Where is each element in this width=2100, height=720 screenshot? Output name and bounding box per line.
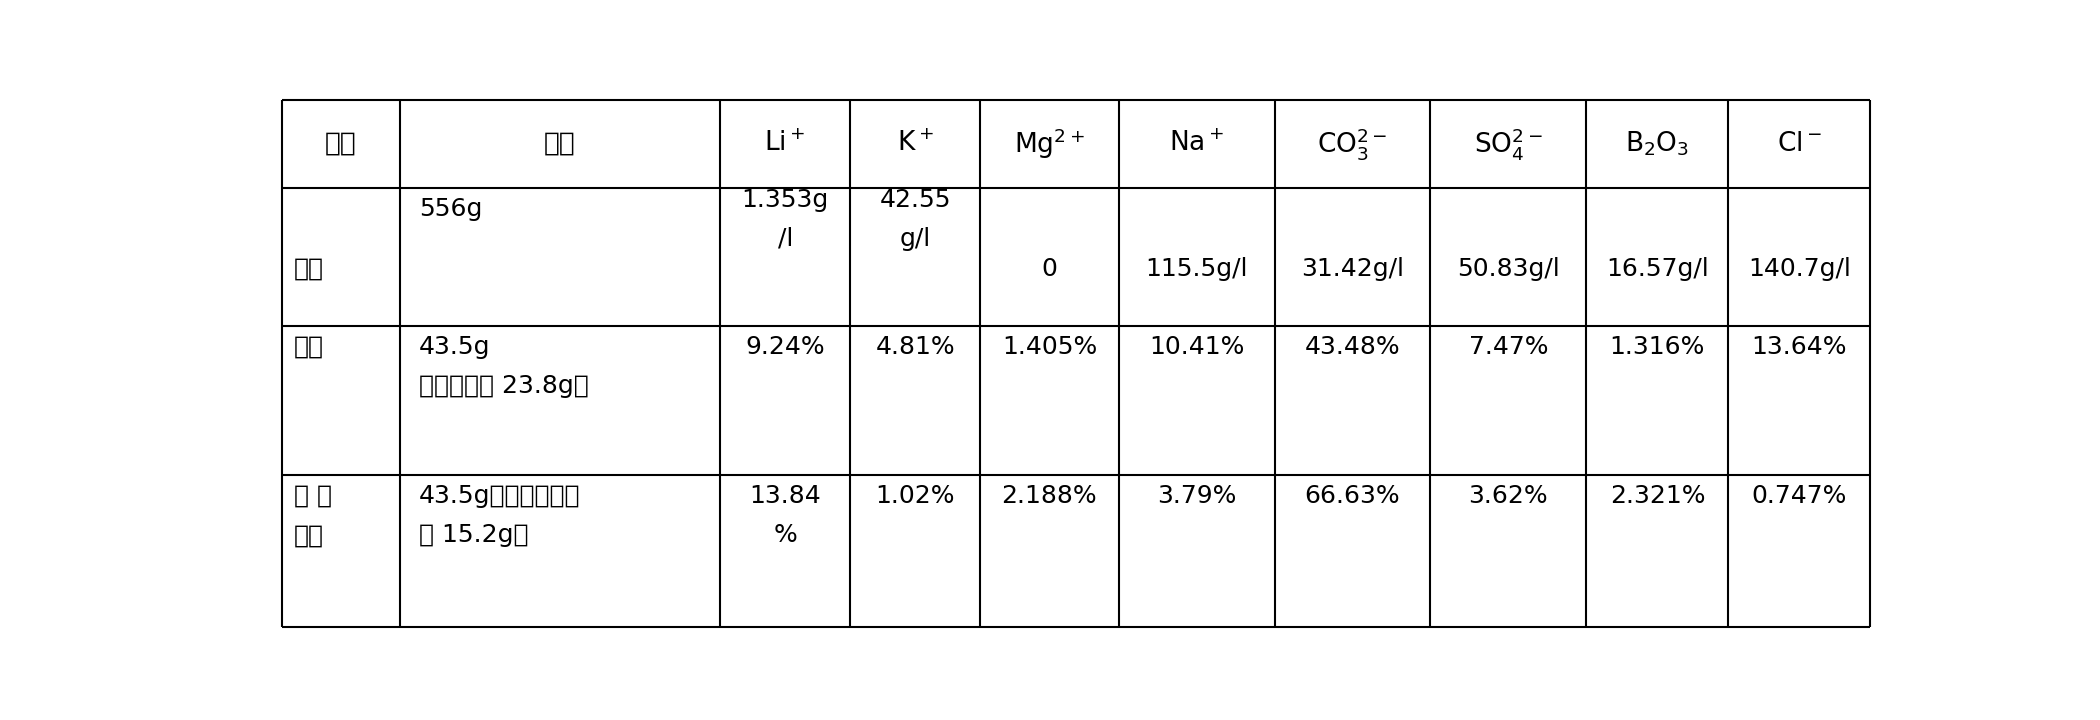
- Text: 1.316%: 1.316%: [1611, 335, 1705, 359]
- Text: 31.42g/l: 31.42g/l: [1302, 256, 1405, 281]
- Text: 13.64%: 13.64%: [1751, 335, 1848, 359]
- Text: 项目: 项目: [326, 131, 357, 157]
- Text: 556g: 556g: [420, 197, 483, 221]
- Text: 115.5g/l: 115.5g/l: [1144, 256, 1247, 281]
- Text: 43.5g（浆洗干燥后
为 15.2g）: 43.5g（浆洗干燥后 为 15.2g）: [420, 484, 580, 547]
- Text: 13.84
%: 13.84 %: [750, 484, 821, 547]
- Text: 固 相
洗涤: 固 相 洗涤: [294, 484, 332, 547]
- Text: 固相: 固相: [294, 335, 323, 359]
- Text: Li$^+$: Li$^+$: [764, 131, 806, 157]
- Text: 43.5g
（干燥后为 23.8g）: 43.5g （干燥后为 23.8g）: [420, 335, 588, 397]
- Text: 4.81%: 4.81%: [876, 335, 956, 359]
- Text: 7.47%: 7.47%: [1468, 335, 1548, 359]
- Text: K$^+$: K$^+$: [897, 131, 934, 157]
- Text: 1.405%: 1.405%: [1002, 335, 1096, 359]
- Text: 50.83g/l: 50.83g/l: [1457, 256, 1560, 281]
- Text: 3.62%: 3.62%: [1468, 484, 1548, 508]
- Text: CO$_3^{2-}$: CO$_3^{2-}$: [1317, 126, 1388, 162]
- Text: 1.353g
/l: 1.353g /l: [741, 188, 830, 251]
- Text: 43.48%: 43.48%: [1304, 335, 1401, 359]
- Text: Cl$^-$: Cl$^-$: [1777, 131, 1823, 157]
- Text: Mg$^{2+}$: Mg$^{2+}$: [1014, 127, 1086, 161]
- Text: SO$_4^{2-}$: SO$_4^{2-}$: [1474, 126, 1544, 162]
- Text: 16.57g/l: 16.57g/l: [1606, 256, 1709, 281]
- Text: 2.188%: 2.188%: [1002, 484, 1096, 508]
- Text: B$_2$O$_3$: B$_2$O$_3$: [1625, 130, 1691, 158]
- Text: Na$^+$: Na$^+$: [1170, 131, 1224, 157]
- Text: 10.41%: 10.41%: [1149, 335, 1245, 359]
- Text: 42.55
g/l: 42.55 g/l: [880, 188, 951, 251]
- Text: 0: 0: [1042, 256, 1056, 281]
- Text: 重量: 重量: [544, 131, 575, 157]
- Text: 66.63%: 66.63%: [1304, 484, 1401, 508]
- Text: 液相: 液相: [294, 256, 323, 281]
- Text: 1.02%: 1.02%: [876, 484, 956, 508]
- Text: 9.24%: 9.24%: [746, 335, 825, 359]
- Text: 2.321%: 2.321%: [1611, 484, 1705, 508]
- Text: 3.79%: 3.79%: [1157, 484, 1237, 508]
- Text: 140.7g/l: 140.7g/l: [1747, 256, 1850, 281]
- Text: 0.747%: 0.747%: [1751, 484, 1848, 508]
